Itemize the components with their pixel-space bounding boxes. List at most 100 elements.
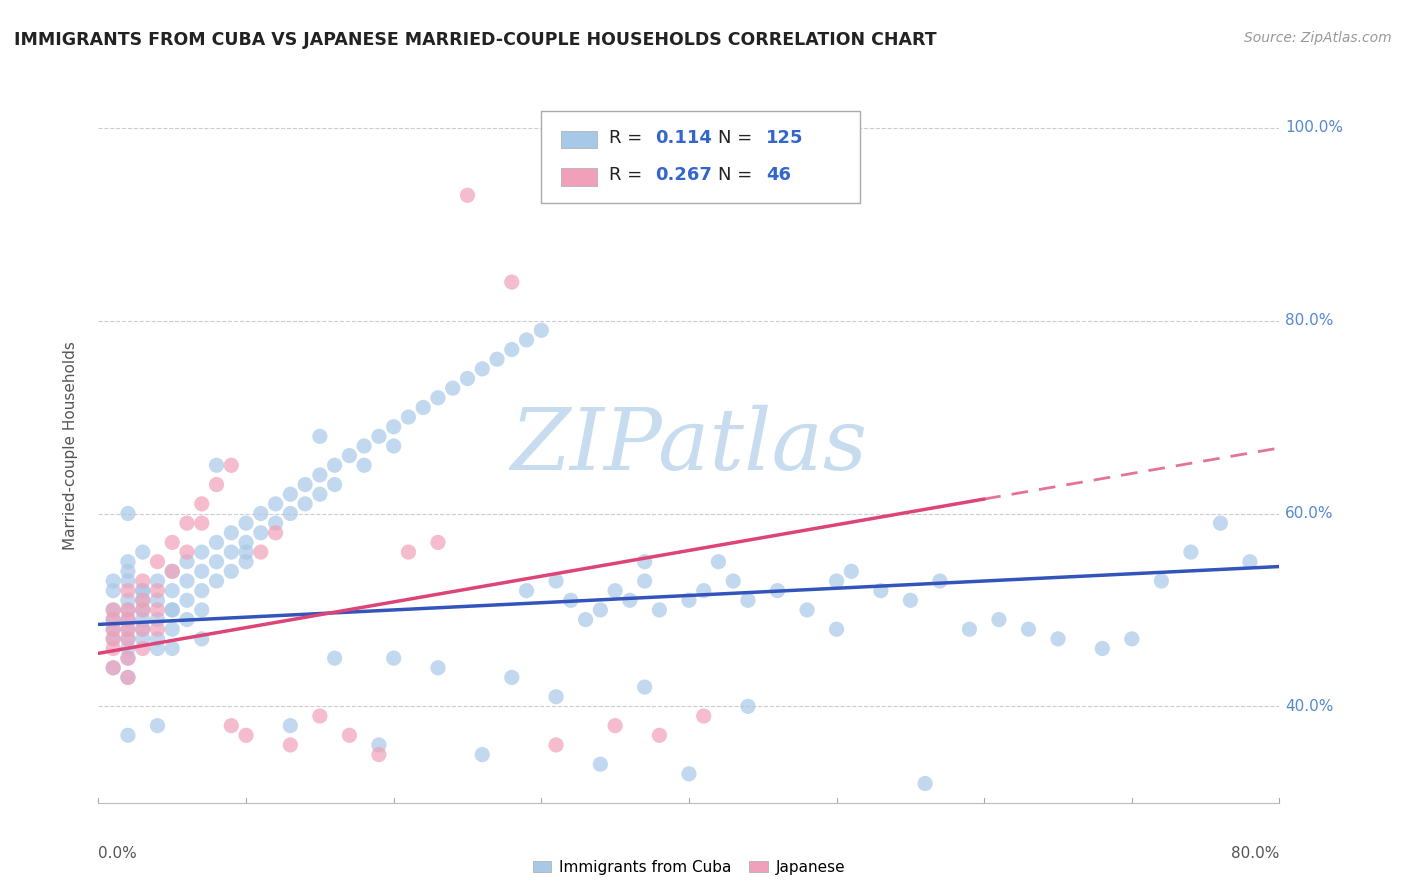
Point [737,699,759,714]
Text: N =: N = [718,166,758,184]
Point [132,574,155,588]
Point [1046,632,1069,646]
Point [103,622,125,636]
Point [515,583,537,598]
Point [337,728,360,742]
Point [191,603,214,617]
Point [117,728,139,742]
Point [132,641,155,656]
Point [278,507,302,521]
Point [1180,545,1202,559]
Point [146,641,169,656]
Text: 46: 46 [766,166,790,184]
Point [914,776,936,790]
Point [250,545,273,559]
Point [382,419,405,434]
Point [117,603,139,617]
Point [205,477,228,491]
Point [103,661,125,675]
Point [501,275,523,289]
Point [117,641,139,656]
Point [219,719,242,733]
Point [117,622,139,636]
Point [132,583,155,598]
Text: 125: 125 [766,128,803,146]
Text: 0.267: 0.267 [655,166,711,184]
Point [235,728,257,742]
Point [132,603,155,617]
Point [117,565,139,579]
Point [103,603,125,617]
Point [456,188,478,202]
Point [737,593,759,607]
Point [117,632,139,646]
Text: Source: ZipAtlas.com: Source: ZipAtlas.com [1244,31,1392,45]
Point [589,603,612,617]
Point [117,593,139,607]
Point [132,632,155,646]
Point [825,622,848,636]
Point [162,583,183,598]
Point [235,535,257,549]
Point [162,565,183,579]
Point [721,574,744,588]
Point [103,661,125,675]
Point [633,574,655,588]
Point [309,487,332,501]
Point [191,516,214,530]
Text: 80.0%: 80.0% [1285,313,1334,328]
Point [412,401,434,415]
Point [250,525,273,540]
Point [117,670,139,684]
Point [146,613,169,627]
Point [323,477,346,491]
Point [959,622,981,636]
Point [368,747,391,762]
Point [132,593,155,607]
Text: 80.0%: 80.0% [1232,846,1279,861]
Point [117,622,139,636]
Point [501,343,523,357]
Point [176,555,198,569]
Point [605,719,627,733]
Point [176,545,198,559]
Point [441,381,464,395]
Point [103,603,125,617]
Point [205,535,228,549]
Point [176,593,198,607]
Point [294,477,316,491]
Point [707,555,730,569]
Point [1239,555,1261,569]
Point [530,323,553,337]
Point [309,467,332,482]
Point [132,545,155,559]
Point [1150,574,1173,588]
Point [219,525,242,540]
Point [103,574,125,588]
Point [146,555,169,569]
Point [278,487,302,501]
Point [162,603,183,617]
Point [309,429,332,443]
Point [162,603,183,617]
Point [191,545,214,559]
Point [117,574,139,588]
Text: 0.114: 0.114 [655,128,711,146]
Point [456,371,478,385]
Point [560,593,582,607]
Text: 0.0%: 0.0% [98,846,138,861]
Point [544,574,567,588]
Point [176,613,198,627]
Point [353,439,375,453]
Point [486,352,509,367]
Point [264,525,287,540]
Point [146,719,169,733]
Text: R =: R = [609,166,648,184]
Point [264,516,287,530]
Point [205,555,228,569]
Point [382,651,405,665]
Legend: Immigrants from Cuba, Japanese: Immigrants from Cuba, Japanese [527,854,851,880]
Point [162,565,183,579]
Point [146,603,169,617]
Point [693,709,716,723]
